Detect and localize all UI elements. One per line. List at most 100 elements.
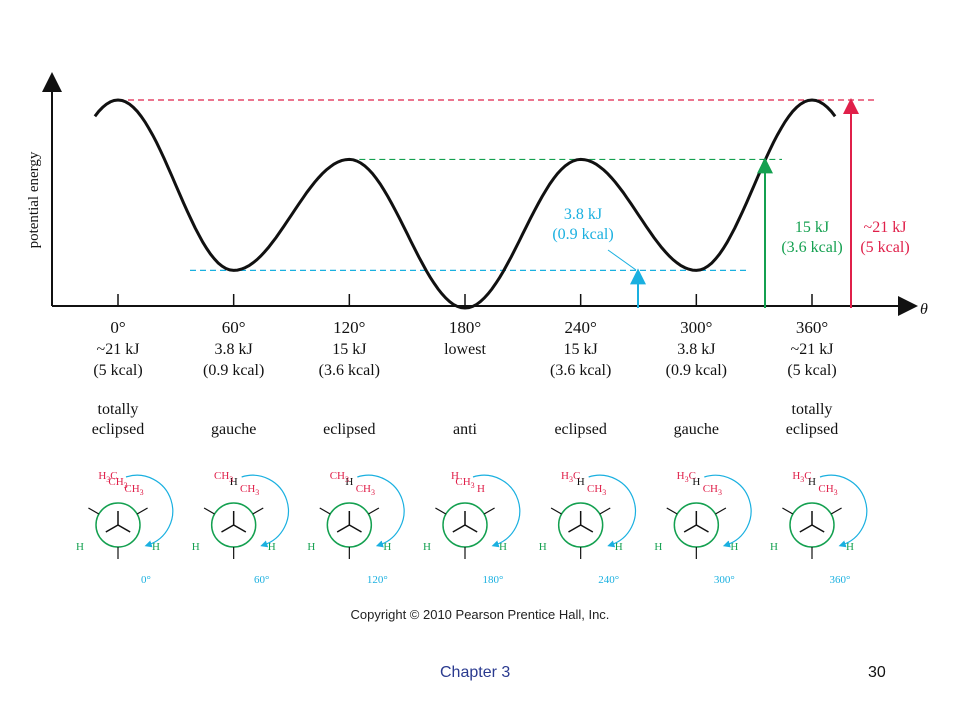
newman-substituent-label: H — [477, 483, 485, 495]
newman-substituent-label: CH3 — [455, 476, 474, 490]
conformation-label: eclipsed — [786, 421, 838, 438]
energy-value-label: lowest — [444, 341, 486, 358]
newman-front-bond — [452, 524, 466, 533]
newman-front-bond — [683, 524, 697, 533]
x-tick-label: 180° — [449, 318, 481, 337]
newman-substituent-label: H — [268, 541, 276, 553]
newman-substituent-label: H — [230, 476, 238, 488]
newman-substituent-label: H — [615, 541, 623, 553]
energy-kcal-label: (5 kcal) — [93, 362, 142, 379]
newman-front-bond — [105, 524, 119, 533]
energy-kcal-label: (0.9 kcal) — [203, 362, 264, 379]
x-tick-label: 360° — [796, 318, 828, 337]
newman-substituent-label: H — [423, 541, 431, 553]
newman-substituent-label: CH3 — [124, 483, 143, 497]
rotation-arrow — [588, 474, 636, 548]
x-tick-label: 240° — [565, 318, 597, 337]
newman-substituent-label: H3C — [677, 470, 696, 484]
newman-substituent-label: CH3 — [240, 483, 259, 497]
newman-substituent-label: H — [539, 541, 547, 553]
newman-substituent-label: CH3 — [108, 476, 127, 490]
newman-front-bond — [348, 524, 362, 533]
rotation-arrow — [241, 474, 289, 548]
page-number: 30 — [868, 664, 886, 681]
newman-front-bond — [695, 524, 709, 533]
rotation-angle-label: 300° — [714, 574, 735, 586]
energy-value-label: 3.8 kJ — [677, 341, 715, 358]
newman-substituent-label: H3C — [792, 470, 811, 484]
newman-substituent-label: H — [499, 541, 507, 553]
newman-back-bond — [782, 507, 794, 515]
energy-annotation: 3.8 kJ — [564, 206, 602, 223]
x-tick-label: 60° — [222, 318, 246, 337]
energy-value-label: 15 kJ — [332, 341, 366, 358]
chapter-label: Chapter 3 — [440, 664, 511, 681]
conformation-label: eclipsed — [92, 421, 144, 438]
x-tick-label: 300° — [680, 318, 712, 337]
conformation-label: totally — [792, 401, 833, 418]
energy-value-label: 3.8 kJ — [215, 341, 253, 358]
newman-substituent-label: CH3 — [356, 483, 375, 497]
newman-back-bond — [368, 507, 380, 515]
x-tick-label: 120° — [333, 318, 365, 337]
energy-annotation: ~21 kJ — [864, 219, 907, 236]
rotation-angle-label: 120° — [367, 574, 388, 586]
energy-annotation: (3.6 kcal) — [781, 239, 842, 256]
rotation-angle-label: 360° — [830, 574, 851, 586]
energy-annotation: (5 kcal) — [860, 239, 909, 256]
newman-front-bond — [464, 524, 478, 533]
newman-substituent-label: CH3 — [214, 470, 233, 484]
newman-substituent-label: H — [383, 541, 391, 553]
conformation-label: anti — [453, 421, 478, 438]
newman-substituent-label: H — [345, 476, 353, 488]
newman-back-bond — [715, 507, 727, 515]
newman-substituent-label: H — [192, 541, 200, 553]
conformation-label: eclipsed — [323, 421, 375, 438]
newman-substituent-label: CH3 — [818, 483, 837, 497]
newman-back-bond — [319, 507, 331, 515]
rotation-arrow — [472, 474, 521, 548]
conformation-label: eclipsed — [554, 421, 606, 438]
newman-substituent-label: CH3 — [587, 483, 606, 497]
energy-kcal-label: (3.6 kcal) — [550, 362, 611, 379]
newman-back-bond — [550, 507, 562, 515]
series-line-energy — [93, 98, 837, 310]
newman-back-bond — [136, 507, 148, 515]
energy-annotation: 15 kJ — [795, 219, 829, 236]
conformation-label: gauche — [674, 421, 719, 438]
newman-front-bond — [221, 524, 235, 533]
newman-back-bond — [203, 507, 215, 515]
newman-front-bond — [233, 524, 247, 533]
x-tick-label: 0° — [110, 318, 125, 337]
newman-substituent-label: H — [692, 476, 700, 488]
newman-substituent-label: CH3 — [703, 483, 722, 497]
newman-back-bond — [435, 507, 447, 515]
energy-annotation: (0.9 kcal) — [552, 226, 613, 243]
conformation-label: gauche — [211, 421, 256, 438]
rotation-arrow — [819, 474, 868, 548]
energy-value-label: ~21 kJ — [791, 341, 834, 358]
rotation-arrow — [125, 474, 174, 548]
newman-front-bond — [811, 524, 825, 533]
newman-front-bond — [580, 524, 594, 533]
newman-front-bond — [336, 524, 350, 533]
newman-substituent-label: H — [307, 541, 315, 553]
newman-substituent-label: H — [808, 476, 816, 488]
newman-substituent-label: H — [770, 541, 778, 553]
annotation-pointer — [607, 249, 637, 271]
newman-back-bond — [599, 507, 611, 515]
energy-kcal-label: (0.9 kcal) — [666, 362, 727, 379]
x-axis-label: θ — [920, 301, 928, 318]
newman-substituent-label: H — [76, 541, 84, 553]
rotation-angle-label: 180° — [483, 574, 504, 586]
newman-substituent-label: H — [451, 470, 459, 482]
rotation-angle-label: 60° — [254, 574, 269, 586]
